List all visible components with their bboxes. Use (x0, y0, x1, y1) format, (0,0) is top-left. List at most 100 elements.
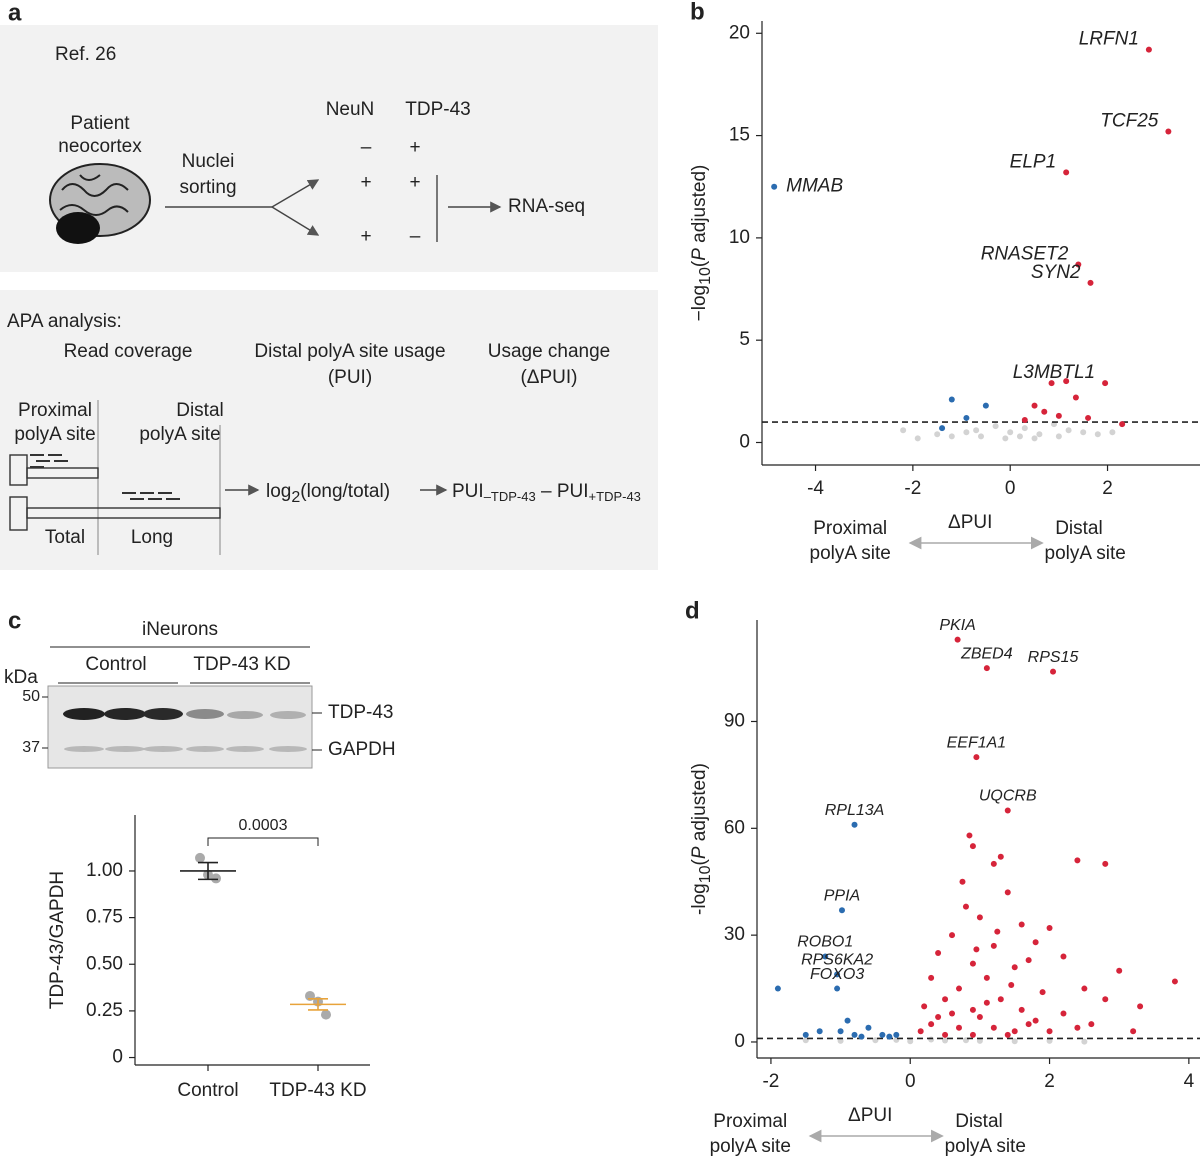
direction-note: Proximal (713, 1111, 787, 1132)
x-tick-label: Control (177, 1080, 238, 1101)
point (982, 402, 989, 409)
point (914, 435, 921, 442)
point (1036, 431, 1043, 438)
y-axis-label-part: -log (689, 883, 710, 915)
step: Read coverage (64, 341, 193, 362)
y-tick-label: 0.75 (86, 907, 123, 928)
point (1050, 668, 1057, 675)
x-tick-label: TDP-43 KD (269, 1080, 366, 1101)
error-bar (308, 997, 328, 1011)
y-axis-label-part: ( (689, 260, 710, 267)
point-label: PPIA (824, 887, 860, 904)
point (935, 949, 942, 956)
y-axis-label-part: −log (689, 285, 710, 321)
point (1074, 1024, 1081, 1031)
y-tick-label: 15 (729, 125, 750, 146)
site-label: polyA site (14, 424, 95, 445)
point (774, 985, 781, 992)
step: Distal polyA site usage (254, 341, 445, 362)
step: sorting (179, 177, 236, 198)
formula-part: +TDP-43 (589, 489, 641, 504)
point (1031, 435, 1038, 442)
formula-part: (long/total) (300, 481, 390, 502)
point (844, 1017, 851, 1024)
cell: – (361, 137, 372, 158)
ref: Ref. 26 (55, 44, 116, 65)
point (969, 1006, 976, 1013)
blot-group: Control (85, 654, 146, 675)
point-label: TCF25 (1100, 111, 1159, 132)
unit: kDa (4, 667, 38, 688)
point (969, 843, 976, 850)
point (1060, 1010, 1067, 1017)
point-label: ROBO1 (797, 934, 853, 951)
point-label: LRFN1 (1079, 29, 1139, 50)
point (1081, 1038, 1088, 1045)
point (1025, 1021, 1032, 1028)
point (1119, 421, 1126, 428)
point (1063, 378, 1070, 385)
point (963, 429, 970, 436)
point (1165, 128, 1172, 135)
cell: + (360, 226, 371, 247)
formula-part: –TDP-43 (484, 489, 536, 504)
point (816, 1028, 823, 1035)
point (1032, 1017, 1039, 1024)
point-label: L3MBTL1 (1013, 362, 1095, 383)
point (837, 1028, 844, 1035)
point (942, 996, 949, 1003)
step: (ΔPUI) (520, 367, 577, 388)
panel-a-box (0, 290, 658, 570)
x-axis-label: ΔPUI (948, 512, 992, 533)
y-tick-label: 0.50 (86, 953, 123, 974)
site-label: Proximal (18, 400, 92, 421)
formula-part: PUI (452, 481, 484, 502)
y-axis-label: −log10(P adjusted) (689, 165, 714, 322)
point (948, 433, 955, 440)
point (1080, 429, 1087, 436)
y-tick-label: 0 (734, 1031, 745, 1052)
point (990, 942, 997, 949)
point (1094, 431, 1101, 438)
point (973, 427, 980, 434)
y-axis-label: TDP-43/GAPDH (47, 871, 68, 1009)
y-axis-label-part: adjusted) (689, 763, 710, 846)
p-value: 0.0003 (239, 817, 288, 834)
point (983, 974, 990, 981)
point-label: EEF1A1 (947, 734, 1007, 751)
point (942, 1031, 949, 1038)
direction-note: Proximal (813, 518, 887, 539)
site-label: polyA site (139, 424, 220, 445)
point (1004, 807, 1011, 814)
point (928, 1021, 935, 1028)
point (1171, 978, 1178, 985)
point (1145, 46, 1152, 53)
point (872, 1037, 879, 1044)
source: Patient (70, 113, 130, 134)
point (983, 999, 990, 1006)
point-label: FOXO3 (810, 966, 864, 983)
error-bar (198, 861, 218, 881)
blot-group: TDP-43 KD (193, 654, 290, 675)
point (921, 1003, 928, 1010)
point (934, 431, 941, 438)
point (1018, 1006, 1025, 1013)
point (1011, 1038, 1018, 1045)
step: (PUI) (328, 367, 372, 388)
point (966, 832, 973, 839)
point (858, 1033, 865, 1040)
point (1063, 169, 1070, 176)
x-tick-label: 2 (1102, 478, 1113, 499)
point (1002, 435, 1009, 442)
x-tick-label: -2 (762, 1071, 779, 1092)
point (1041, 408, 1048, 415)
point (973, 754, 980, 761)
point (1055, 433, 1062, 440)
source: neocortex (58, 136, 142, 157)
point (879, 1031, 886, 1038)
direction-note: polyA site (945, 1136, 1026, 1156)
point (1032, 939, 1039, 946)
panel-label: b (690, 0, 705, 25)
point (954, 636, 961, 643)
x-tick-label: 0 (1005, 478, 1016, 499)
